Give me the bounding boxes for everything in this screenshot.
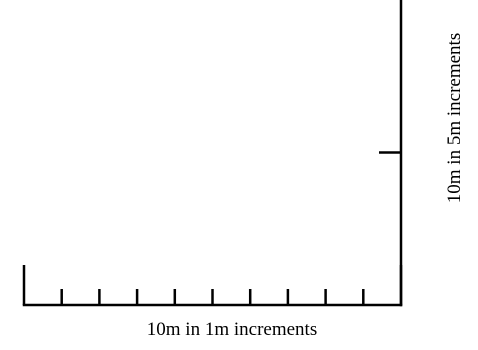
vertical-scale-label: 10m in 5m increments — [444, 33, 465, 203]
horizontal-tick-marks — [22, 265, 403, 305]
horizontal-scale-label: 10m in 1m increments — [147, 319, 317, 340]
